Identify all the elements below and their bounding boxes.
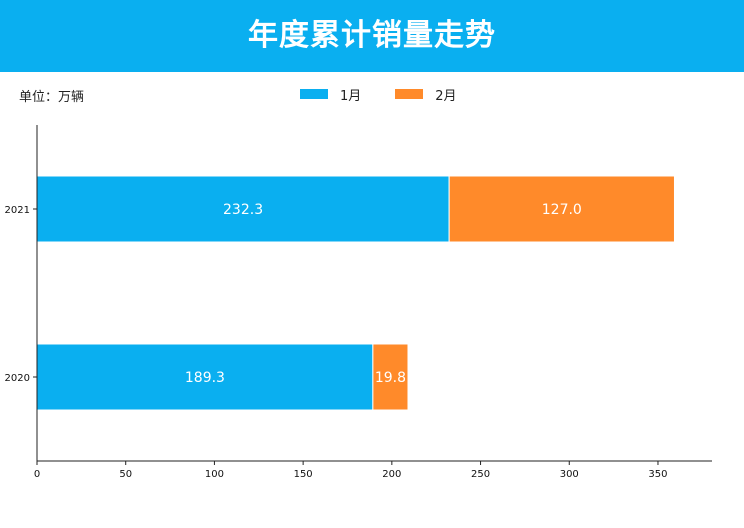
x-tick-label-200: 200 [382,469,401,480]
x-tick-label-150: 150 [294,469,313,480]
chart-title: 年度累计销量走势 [248,18,496,53]
bar-value-label-2020-series-1: 189.3 [185,370,225,386]
legend: 1月 2月 [300,84,457,104]
title-banner: 年度累计销量走势 [0,0,744,72]
x-tick-label-300: 300 [560,469,579,480]
x-tick-label-250: 250 [471,469,490,480]
unit-label: 单位：万辆 [19,90,85,105]
x-tick-label-0: 0 [34,469,40,480]
legend-label-feb: 2月 [435,88,457,104]
bar-value-label-2021-series-1: 232.3 [223,202,263,218]
x-tick-label-350: 350 [648,469,667,480]
y-tick-label-2021: 2021 [5,205,30,216]
x-tick-label-100: 100 [205,469,224,480]
bar-2021-series-1 [36,175,450,243]
legend-swatch-feb [395,89,424,99]
legend-label-jan: 1月 [340,88,362,104]
bar-2021-series-2 [448,175,675,243]
bar-value-label-2021-series-2: 127.0 [542,202,582,218]
x-tick-label-50: 50 [119,469,132,480]
y-tick-label-2020: 2020 [5,373,30,384]
bar-2020-series-2 [372,343,409,411]
bar-value-label-2020-series-2: 19.8 [375,370,406,386]
legend-swatch-jan [300,89,328,99]
